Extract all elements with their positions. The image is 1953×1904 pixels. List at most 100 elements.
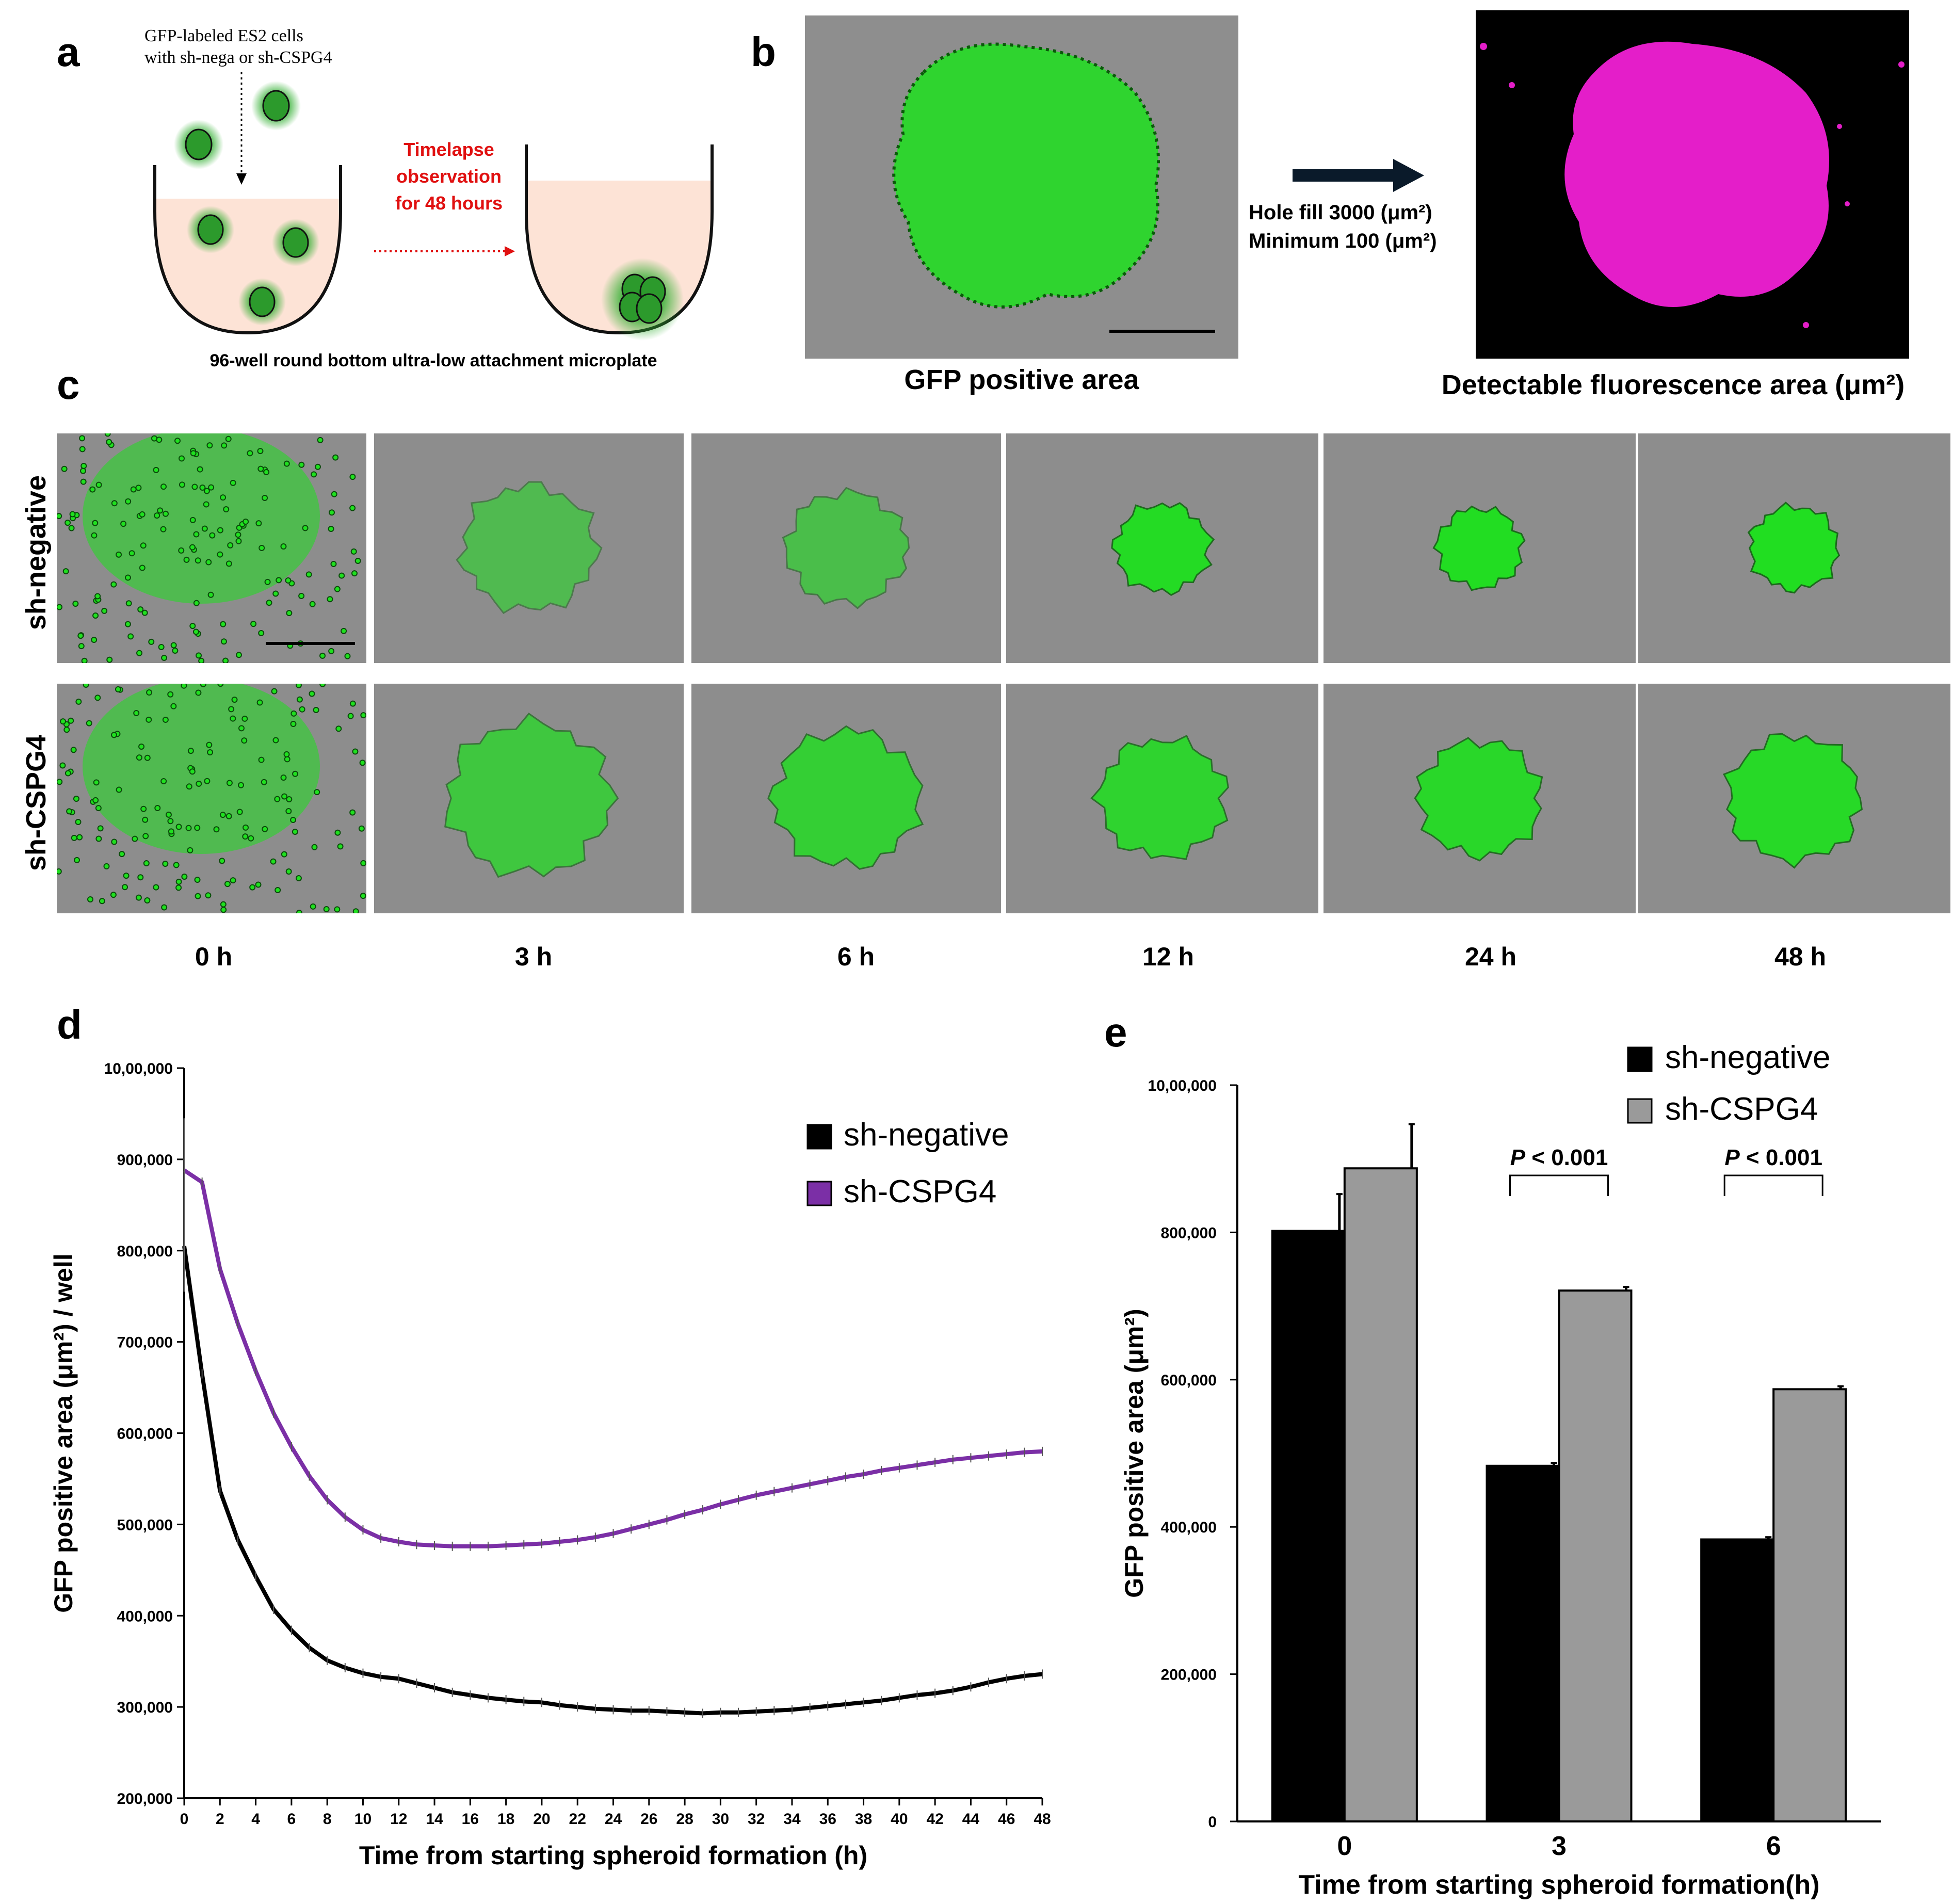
cell-dot xyxy=(57,513,62,520)
cell-dot xyxy=(139,511,146,518)
cell-dot xyxy=(271,688,278,695)
bar-sh-negative-3 xyxy=(1486,1464,1560,1822)
cell-dot xyxy=(132,835,138,842)
cell-dot xyxy=(352,908,359,913)
cell-dot xyxy=(227,542,234,548)
cell-dot xyxy=(76,834,83,841)
legend-swatch xyxy=(1627,1046,1653,1072)
cell-dot xyxy=(298,592,305,599)
cell-dot xyxy=(328,525,334,532)
y-tick-label: 700,000 xyxy=(117,1334,173,1351)
cell-dot xyxy=(78,643,85,650)
cell-dot xyxy=(133,710,140,717)
cell-dot xyxy=(225,435,232,442)
cell-dot xyxy=(140,542,147,549)
micrograph-r0-c3 xyxy=(1006,433,1318,663)
cell-dot xyxy=(63,727,70,733)
panel-a-caption-line1: GFP-labeled ES2 cells xyxy=(144,26,303,45)
panel-b-left-caption: GFP positive area xyxy=(904,364,1139,395)
cell-dot xyxy=(259,544,265,551)
x-tick-label: 10 xyxy=(354,1811,372,1828)
cell-dot xyxy=(311,844,318,850)
cell-dot xyxy=(83,684,89,688)
cell-dot xyxy=(122,884,128,891)
time-label-3h: 3 h xyxy=(514,942,553,971)
micrograph-r1-c3 xyxy=(1006,684,1318,913)
cell-dot xyxy=(248,835,254,842)
cell-dot xyxy=(262,494,268,501)
cell-dot xyxy=(230,715,236,722)
cell-dot xyxy=(175,878,182,885)
cell-dot xyxy=(219,812,226,818)
cell-dot xyxy=(68,717,74,724)
cell-dot xyxy=(206,442,213,449)
cell-dot xyxy=(66,808,73,815)
cell-dot xyxy=(221,442,228,449)
cell-dot xyxy=(190,450,197,457)
cell-dot xyxy=(217,551,223,558)
micrograph-r1-c2 xyxy=(691,684,1001,913)
cell-dot xyxy=(314,463,321,470)
bar-sh-negative-6 xyxy=(1700,1538,1775,1822)
cell-dot xyxy=(290,720,297,727)
cell-dot xyxy=(142,833,149,840)
cell-dot xyxy=(196,780,202,787)
cell-dot xyxy=(103,863,110,869)
cell-dot xyxy=(70,747,77,753)
cell-dot xyxy=(328,648,335,654)
cell-dot xyxy=(116,786,122,793)
y-tick-label: 800,000 xyxy=(117,1243,173,1260)
cell-dot xyxy=(219,858,225,864)
x-tick-label: 44 xyxy=(962,1811,980,1828)
cell-dot xyxy=(203,488,210,494)
cell-dot xyxy=(209,532,216,539)
cell-dot xyxy=(61,465,68,472)
x-tick-label: 40 xyxy=(891,1811,908,1828)
cell-dot xyxy=(162,716,169,723)
x-axis-label: Time from starting spheroid formation(h) xyxy=(1298,1870,1819,1900)
cell-dot xyxy=(334,829,341,836)
micrograph-r0-c0 xyxy=(57,433,366,663)
cell-dot xyxy=(341,627,347,634)
spheroid xyxy=(1090,734,1229,860)
cell-dot xyxy=(57,604,63,610)
cell-dot xyxy=(179,481,185,488)
cell-dot xyxy=(331,491,337,497)
cell-dot xyxy=(144,897,151,903)
cell-dot xyxy=(352,748,359,755)
panel-a-arrow-line2: observation xyxy=(396,166,502,187)
x-tick-label: 28 xyxy=(676,1811,693,1828)
cell-dot xyxy=(68,525,75,531)
series-line-sh-CSPG4 xyxy=(183,1168,1043,1548)
cell-dot xyxy=(257,465,264,472)
y-axis-label: GFP positive area (μm²) xyxy=(1120,1309,1149,1598)
cell-dot xyxy=(189,517,196,523)
panel-b-right-caption: Detectable fluorescence area (μm²) xyxy=(1441,369,1905,400)
cell-dot xyxy=(125,600,132,607)
cell-dot xyxy=(236,809,243,815)
cell-dot xyxy=(142,816,149,823)
panel-letter-b: b xyxy=(751,29,776,75)
cell-dot xyxy=(220,907,227,913)
cell-dot xyxy=(111,500,118,507)
cell-dot xyxy=(92,612,99,619)
cell-dot xyxy=(195,893,201,899)
cell-dot xyxy=(220,638,227,645)
cell-dot xyxy=(139,564,146,571)
cell-dot xyxy=(249,884,256,891)
y-tick-label: 400,000 xyxy=(117,1608,173,1625)
cell-dot xyxy=(183,556,190,563)
bar-sh-CSPG4-0 xyxy=(1343,1167,1418,1823)
cell-dot xyxy=(206,741,213,748)
cell-dot xyxy=(264,578,271,585)
cell-dot xyxy=(181,873,188,880)
arrow-head-down xyxy=(236,173,247,185)
cell-dot xyxy=(160,778,167,784)
x-tick-label: 24 xyxy=(605,1811,622,1828)
time-label-24h: 24 h xyxy=(1464,942,1517,971)
time-label-12h: 12 h xyxy=(1142,942,1195,971)
cell-dot xyxy=(205,892,212,899)
cell-dot xyxy=(338,572,345,579)
micrograph-r0-c2 xyxy=(691,433,1001,663)
cell-dot xyxy=(187,847,193,853)
